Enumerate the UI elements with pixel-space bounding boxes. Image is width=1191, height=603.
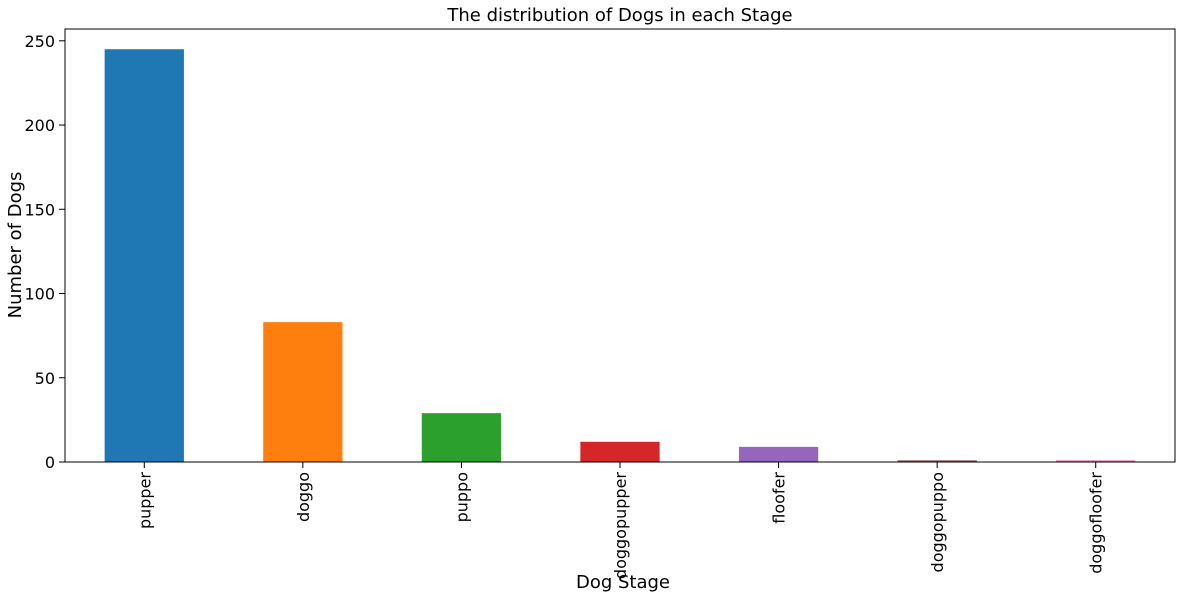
x-axis-label: Dog Stage: [576, 572, 670, 593]
bar-puppo: [421, 413, 502, 462]
x-tick-label-pupper: pupper: [135, 472, 154, 529]
x-tick-label-floofer: floofer: [770, 472, 789, 524]
bar-doggopuppo: [897, 460, 977, 462]
x-tick-label-doggopuppo: doggopuppo: [928, 472, 947, 572]
bar-floofer: [738, 446, 819, 462]
bar-doggo: [263, 322, 343, 462]
y-tick-label: 250: [24, 32, 55, 51]
y-axis-label: Number of Dogs: [5, 172, 26, 319]
y-tick-label: 200: [24, 116, 55, 135]
y-tick-label: 50: [35, 369, 55, 388]
plot-area: [65, 29, 1175, 462]
x-tick-label-puppo: puppo: [452, 472, 471, 522]
y-tick-label: 150: [24, 200, 55, 219]
x-tick-label-doggo: doggo: [294, 472, 313, 522]
bar-doggofloofer: [1056, 460, 1136, 462]
bar-pupper: [104, 49, 184, 463]
y-tick-label: 100: [24, 285, 55, 304]
bar-doggopupper: [580, 441, 660, 462]
chart-title: The distribution of Dogs in each Stage: [446, 5, 792, 26]
x-tick-label-doggofloofer: doggofloofer: [1087, 472, 1106, 574]
y-tick-label: 0: [45, 453, 55, 472]
x-tick-label-doggopupper: doggopupper: [611, 472, 630, 580]
